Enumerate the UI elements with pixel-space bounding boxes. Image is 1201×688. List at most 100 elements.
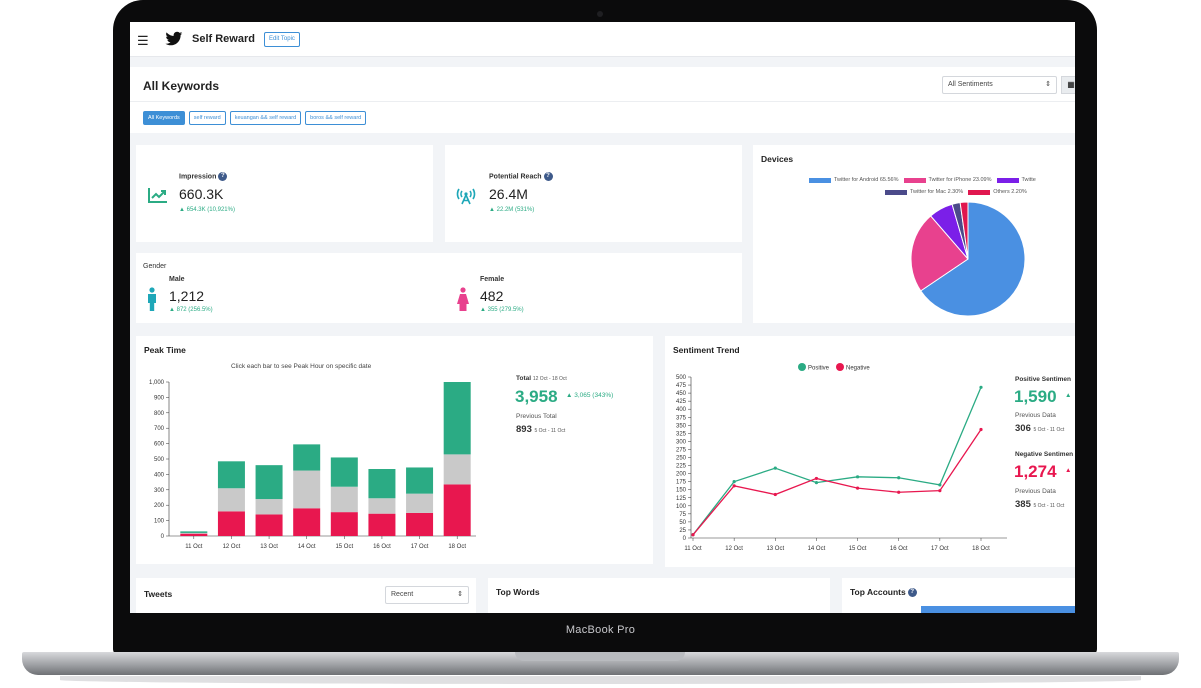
chip-self-reward[interactable]: self reward [188, 111, 226, 125]
x-tick-label: 17 Oct [931, 546, 949, 552]
positive-prev-date: 5 Oct - 11 Oct [1033, 427, 1065, 433]
calendar-icon: ▦ [1067, 80, 1075, 89]
y-tick-label: 225 [676, 464, 687, 470]
broadcast-icon [456, 188, 476, 205]
legend-label: Others 2.20% [993, 189, 1027, 195]
reach-label-text: Potential Reach [489, 173, 542, 181]
y-tick-label: 150 [676, 488, 687, 494]
laptop-shadow [60, 676, 1141, 684]
bar-segment [443, 484, 471, 536]
tweets-sort-select[interactable]: Recent ⇕ [385, 586, 469, 604]
total-change: ▲ 3,065 (343%) [566, 392, 614, 399]
help-icon[interactable]: ? [907, 588, 917, 598]
legend-item-mac[interactable]: Twitter for Mac 2.30% [885, 189, 963, 195]
select-caret-icon: ⇕ [1045, 81, 1051, 88]
top-account-bar[interactable] [921, 606, 1075, 613]
male-icon [148, 287, 156, 311]
bar-segment [217, 461, 245, 489]
y-tick-label: 500 [154, 457, 165, 463]
chip-all-keywords[interactable]: All Keywords [143, 111, 185, 125]
y-tick-label: 50 [679, 520, 686, 526]
y-tick-label: 300 [676, 439, 687, 445]
bar-segment [368, 513, 396, 536]
peak-time-bar-chart: 0 100 200 300 400 500 600 700 800 900 1,000 11 Oct 1… [149, 380, 476, 550]
x-tick-label: 16 Oct [890, 546, 908, 552]
legend-item-iphone[interactable]: Twitter for iPhone 23.09% [903, 177, 992, 183]
pie-slice [910, 215, 969, 292]
data-point [938, 489, 942, 493]
prev-total: 893 5 Oct - 11 Oct [516, 424, 565, 435]
legend-item-others[interactable]: Others 2.20% [968, 189, 1027, 195]
negative-prev-date: 5 Oct - 11 Oct [1033, 503, 1065, 509]
tweets-title: Tweets [144, 589, 173, 599]
x-tick-label: 16 Oct [373, 544, 391, 550]
data-point [979, 427, 983, 432]
hamburger-menu-icon[interactable]: ☰ [137, 33, 149, 48]
data-point [732, 480, 736, 484]
y-tick-label: 500 [676, 375, 687, 381]
y-tick-label: 325 [676, 431, 687, 437]
female-value: 482 [480, 288, 504, 304]
keyword-chips: All Keywords self reward keuangan && sel… [143, 111, 367, 125]
devices-legend-row-1: Twitter for Android 65.56% Twitter for i… [809, 177, 1036, 183]
y-tick-label: 475 [676, 383, 687, 389]
y-tick-label: 200 [154, 503, 165, 509]
bar-segment [368, 469, 396, 499]
tweets-sort-value: Recent [391, 591, 414, 598]
bar-segment [180, 532, 208, 534]
sentiment-select[interactable]: All Sentiments ⇕ [942, 76, 1057, 94]
negative-prev-value: 385 [1015, 499, 1031, 510]
devices-card: Devices Twitter for Android 65.56% Twitt… [753, 145, 1075, 323]
legend-item-android[interactable]: Twitter for Android 65.56% [809, 177, 899, 183]
help-icon[interactable]: ? [543, 172, 553, 181]
bar-segment [443, 454, 471, 485]
legend-label: Positive [808, 366, 830, 372]
calendar-button[interactable]: ▦ [1061, 76, 1075, 94]
positive-arrow: ▲ [1065, 392, 1072, 399]
device-label: MacBook Pro [565, 624, 636, 636]
y-tick-label: 800 [154, 411, 165, 417]
bar-segment [255, 514, 283, 536]
positive-prev: 306 5 Oct - 11 Oct [1015, 423, 1064, 434]
devices-legend-row-2: Twitter for Mac 2.30% Others 2.20% [885, 189, 1027, 195]
trend-up-icon [148, 188, 167, 203]
app-screen: ☰ Self Reward Edit Topic All Keywords Al… [130, 22, 1075, 613]
prev-total-date: 5 Oct - 11 Oct [534, 428, 566, 434]
bar-segment [406, 493, 434, 513]
bar-segment [180, 533, 208, 536]
sentiment-title: Sentiment Trend [673, 345, 740, 355]
y-tick-label: 25 [679, 528, 686, 534]
impression-value: 660.3K [179, 186, 224, 202]
chip-boros-self-reward[interactable]: boros && self reward [305, 111, 367, 125]
x-tick-label: 12 Oct [725, 546, 743, 552]
edit-topic-button[interactable]: Edit Topic [264, 32, 300, 47]
x-tick-label: 17 Oct [411, 544, 429, 550]
keywords-title: All Keywords [143, 79, 220, 93]
data-point [855, 475, 860, 479]
data-point [814, 481, 819, 485]
y-tick-label: 450 [676, 391, 687, 397]
tweets-card: Tweets Recent ⇕ [136, 578, 476, 613]
help-icon[interactable]: ? [218, 172, 228, 181]
x-tick-label: 14 Oct [808, 546, 826, 552]
x-tick-label: 11 Oct [185, 544, 203, 550]
pie-slice [959, 201, 969, 260]
data-point [732, 484, 736, 488]
y-tick-label: 350 [676, 423, 687, 429]
legend-item-twitte[interactable]: Twitte [996, 177, 1036, 183]
chip-keuangan-self-reward[interactable]: keuangan && self reward [229, 111, 302, 125]
positive-prev-value: 306 [1015, 423, 1031, 434]
y-tick-label: 300 [154, 488, 165, 494]
positive-prev-label: Previous Data [1015, 412, 1056, 419]
impression-card: Impression? 660.3K ▲ 654.3K (10,921%) [136, 145, 433, 242]
positive-value: 1,590 [1014, 387, 1057, 406]
laptop-notch [515, 652, 685, 661]
series-line [692, 387, 982, 536]
bar-segment [406, 512, 434, 536]
data-point [691, 533, 695, 537]
total-label-text: Total [516, 375, 532, 382]
data-point [897, 476, 901, 480]
divider [130, 101, 1075, 102]
bar-segment [368, 498, 396, 514]
x-tick-label: 18 Oct [448, 544, 466, 550]
